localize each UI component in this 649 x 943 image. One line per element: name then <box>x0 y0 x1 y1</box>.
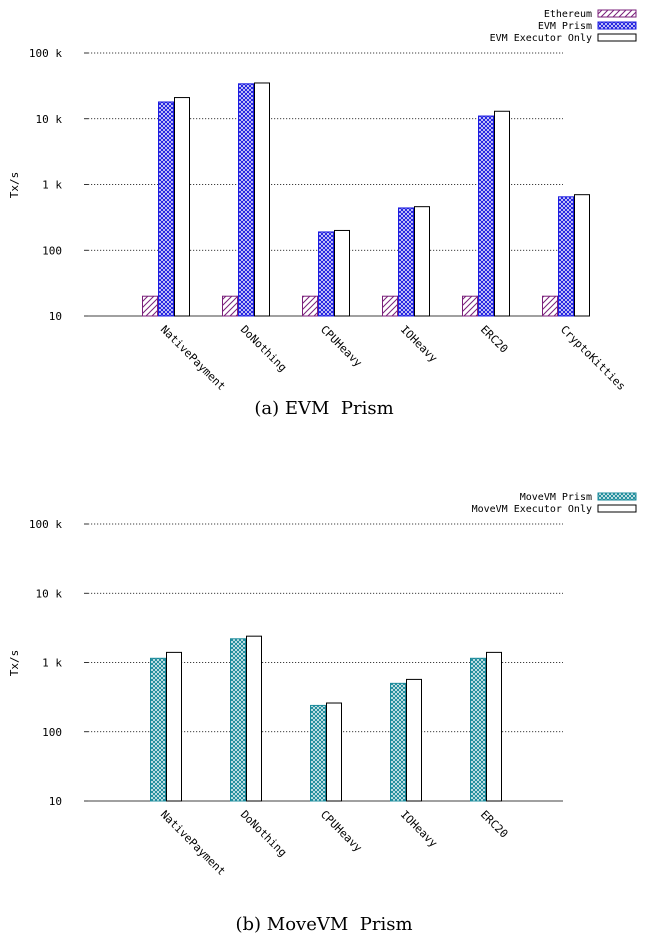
bar-evm-prism-donothing <box>238 83 254 317</box>
x-tick-label: NativePayment <box>158 323 228 393</box>
bar-evm-executor-only-donothing <box>254 82 270 317</box>
bar-ethereum-nativepayment <box>142 295 158 317</box>
bar-movevm-prism-donothing <box>230 638 246 802</box>
bar-ethereum-cryptokitties <box>542 295 558 317</box>
figure-caption: (b) MoveVM Prism <box>235 914 412 935</box>
bar-movevm-executor-only-cpuheavy <box>326 702 342 802</box>
legend-swatch <box>597 21 637 30</box>
bar-ethereum-ioheavy <box>382 295 398 317</box>
bar-evm-executor-only-ioheavy <box>414 206 430 317</box>
bar-evm-prism-cpuheavy <box>318 231 334 317</box>
y-tick-label: 10 <box>49 795 62 808</box>
legend-swatch <box>597 33 637 42</box>
evm-chart: 10 100 1 k 10 k 100 k Tx/s NativePayment DoNoth… <box>8 9 637 419</box>
bar-movevm-prism-cpuheavy <box>310 704 326 802</box>
y-tick-label: 10 k <box>36 587 63 600</box>
bar-movevm-executor-only-erc20 <box>486 651 502 802</box>
bar-movevm-executor-only-donothing <box>246 635 262 802</box>
bar-evm-prism-erc20 <box>478 115 494 317</box>
x-tick-label: IOHeavy <box>398 808 440 850</box>
bar-evm-executor-only-erc20 <box>494 110 510 317</box>
legend-label: MoveVM Executor Only <box>472 504 592 515</box>
bar-evm-prism-ioheavy <box>398 207 414 317</box>
legend-label: EVM Prism <box>538 21 592 32</box>
legend-label: EVM Executor Only <box>490 33 592 44</box>
y-tick-label: 10 <box>49 310 62 323</box>
bar-ethereum-cpuheavy <box>302 295 318 317</box>
y-tick-label: 1 k <box>42 657 62 670</box>
y-axis-label: Tx/s <box>8 650 21 677</box>
bar-evm-executor-only-nativepayment <box>174 97 190 317</box>
x-tick-label: ERC20 <box>478 323 511 356</box>
bar-movevm-prism-erc20 <box>470 657 486 802</box>
y-tick-label: 100 k <box>29 47 62 60</box>
bar-movevm-executor-only-ioheavy <box>406 678 422 802</box>
figure-caption: (a) EVM Prism <box>254 398 393 419</box>
y-tick-label: 100 <box>42 726 62 739</box>
x-tick-label: NativePayment <box>158 808 228 878</box>
y-tick-label: 1 k <box>42 179 62 192</box>
movevm-chart: 10 100 1 k 10 k 100 k Tx/s NativePayment DoNoth… <box>8 492 637 935</box>
legend-swatch <box>597 9 637 18</box>
y-tick-label: 100 <box>42 244 62 257</box>
y-tick-label: 100 k <box>29 518 62 531</box>
bar-ethereum-erc20 <box>462 295 478 317</box>
bar-movevm-executor-only-nativepayment <box>166 651 182 802</box>
legend-label: Ethereum <box>544 9 592 20</box>
y-axis-label: Tx/s <box>8 172 21 199</box>
x-tick-label: IOHeavy <box>398 323 440 365</box>
legend-swatch <box>597 492 637 501</box>
x-tick-label: CPUHeavy <box>318 808 365 855</box>
bar-evm-executor-only-cryptokitties <box>574 194 590 317</box>
bar-evm-executor-only-cpuheavy <box>334 229 350 317</box>
legend-swatch <box>597 504 637 513</box>
x-tick-label: CryptoKitties <box>558 323 628 393</box>
bar-evm-prism-cryptokitties <box>558 196 574 317</box>
y-tick-label: 10 k <box>36 113 63 126</box>
legend-label: MoveVM Prism <box>520 492 592 503</box>
x-tick-label: DoNothing <box>238 323 289 374</box>
bar-ethereum-donothing <box>222 295 238 317</box>
x-tick-label: CPUHeavy <box>318 323 365 370</box>
x-tick-label: ERC20 <box>478 808 511 841</box>
x-tick-label: DoNothing <box>238 808 289 859</box>
bar-evm-prism-nativepayment <box>158 101 174 317</box>
bar-movevm-prism-nativepayment <box>150 657 166 802</box>
bar-movevm-prism-ioheavy <box>390 682 406 802</box>
